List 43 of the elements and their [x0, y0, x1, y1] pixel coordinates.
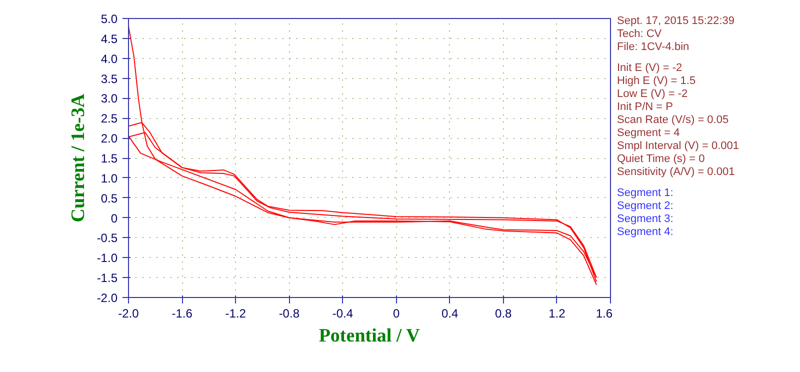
y-tick-label: 5.0: [100, 12, 118, 26]
x-tick-label: 0.8: [495, 306, 512, 320]
text: Segment 4:: [617, 226, 674, 239]
y-tick-label: 0.5: [100, 191, 118, 206]
y-tick-label: 2.0: [100, 132, 118, 146]
text: Scan Rate (V/s) = 0.05: [617, 114, 730, 127]
text: Segment = 4: [617, 127, 681, 140]
y-tick-label: 4.0: [100, 52, 118, 66]
y-axis-title: Current / 1e-3A: [68, 94, 89, 222]
text: Smpl Interval (V) = 0.001: [617, 140, 739, 153]
x-tick-label: -0.4: [332, 306, 354, 320]
y-tick-label: 4.5: [100, 32, 118, 46]
y-tick-label: 2.5: [100, 112, 118, 126]
x-tick-label: -2.0: [118, 306, 140, 320]
text: Quiet Time (s) = 0: [617, 153, 706, 166]
text: Low E (V) = -2: [617, 88, 689, 101]
x-tick-label: -1.6: [172, 306, 193, 320]
x-axis-title: Potential / V: [318, 326, 420, 346]
text: Sept. 17, 2015 15:22:39: [617, 15, 736, 28]
y-tick-label: -2.0: [96, 291, 118, 305]
x-tick-label: 0: [392, 306, 400, 320]
text: Segment 2:: [617, 200, 674, 213]
x-tick-label: 0.4: [441, 306, 458, 320]
text: Tech: CV: [617, 28, 663, 41]
text: Segment 1:: [617, 187, 674, 200]
y-tick-label: -1.0: [96, 251, 118, 266]
y-tick-label: 1.5: [100, 152, 118, 166]
text: File: 1CV-4.bin: [617, 41, 690, 54]
y-tick-label: -1.5: [96, 271, 118, 286]
x-tick-label: 1.2: [548, 306, 566, 320]
y-tick-label: 3.5: [100, 72, 118, 86]
text: Init E (V) = -2: [617, 62, 684, 75]
x-tick-label: -0.8: [278, 306, 300, 320]
y-tick-label: 0: [110, 211, 118, 226]
text: Sensitivity (A/V) = 0.001: [617, 166, 736, 179]
x-tick-label: 1.6: [596, 306, 613, 320]
text: Init P/N = P: [617, 101, 674, 114]
y-tick-label: -0.5: [96, 231, 118, 246]
y-tick-label: 3.0: [100, 92, 118, 106]
text: Segment 3:: [617, 213, 674, 226]
x-tick-label: -1.2: [225, 306, 246, 320]
y-tick-label: 1.0: [100, 171, 118, 186]
text: High E (V) = 1.5: [617, 75, 697, 88]
